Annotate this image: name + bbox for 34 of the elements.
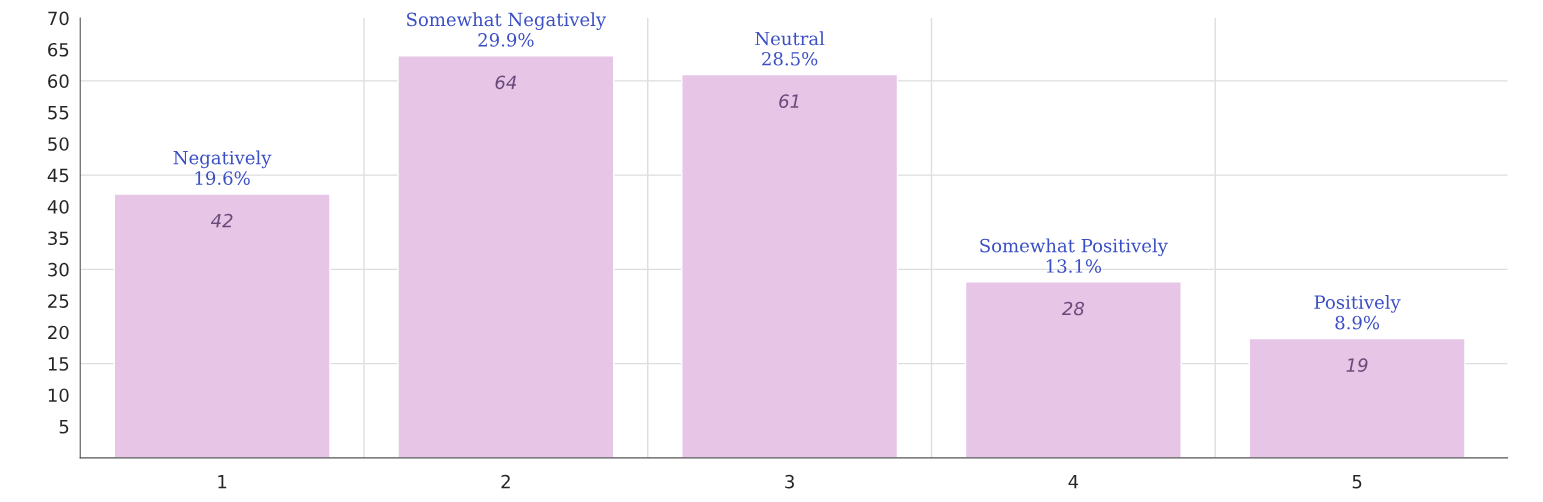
annotation: Neutral 28.5% xyxy=(755,31,825,66)
bar xyxy=(964,281,1182,458)
annotation: Somewhat Negatively 29.9% xyxy=(407,12,607,47)
data-label: 64 xyxy=(495,75,517,90)
x-tick-label: 1 xyxy=(218,475,227,489)
y-tick-label: 35 xyxy=(48,231,69,246)
annotation: Negatively 19.6% xyxy=(173,150,272,185)
x-tick-label: 5 xyxy=(1352,475,1362,489)
x-tick-label: 3 xyxy=(785,474,794,489)
annotation: Somewhat Positively 13.1% xyxy=(980,238,1168,273)
data-label: 61 xyxy=(779,94,799,109)
y-tick-label: 25 xyxy=(48,294,69,308)
y-tick-label: 15 xyxy=(48,357,69,371)
data-label: 28 xyxy=(1061,301,1085,316)
bar xyxy=(113,193,331,458)
y-tick-label: 30 xyxy=(48,262,69,277)
y-tick-label: 5 xyxy=(59,420,69,434)
y-tick-label: 40 xyxy=(47,200,69,214)
y-tick-label: 20 xyxy=(48,325,69,340)
y-tick-label: 55 xyxy=(48,106,69,120)
bar xyxy=(397,55,615,458)
x-tick-label: 2 xyxy=(501,474,510,489)
y-tick-label: 60 xyxy=(48,74,69,89)
y-tick-label: 70 xyxy=(48,11,69,26)
y-tick-label: 10 xyxy=(48,388,69,403)
bar xyxy=(1248,337,1466,458)
y-tick-label: 65 xyxy=(48,42,69,57)
y-tick-label: 50 xyxy=(48,137,69,151)
x-tick-label: 4 xyxy=(1068,475,1079,489)
annotation: Positively 8.9% xyxy=(1314,294,1401,330)
data-label: 19 xyxy=(1346,358,1368,372)
data-label: 42 xyxy=(210,213,233,228)
bar xyxy=(681,73,899,458)
y-tick-label: 45 xyxy=(47,168,69,183)
